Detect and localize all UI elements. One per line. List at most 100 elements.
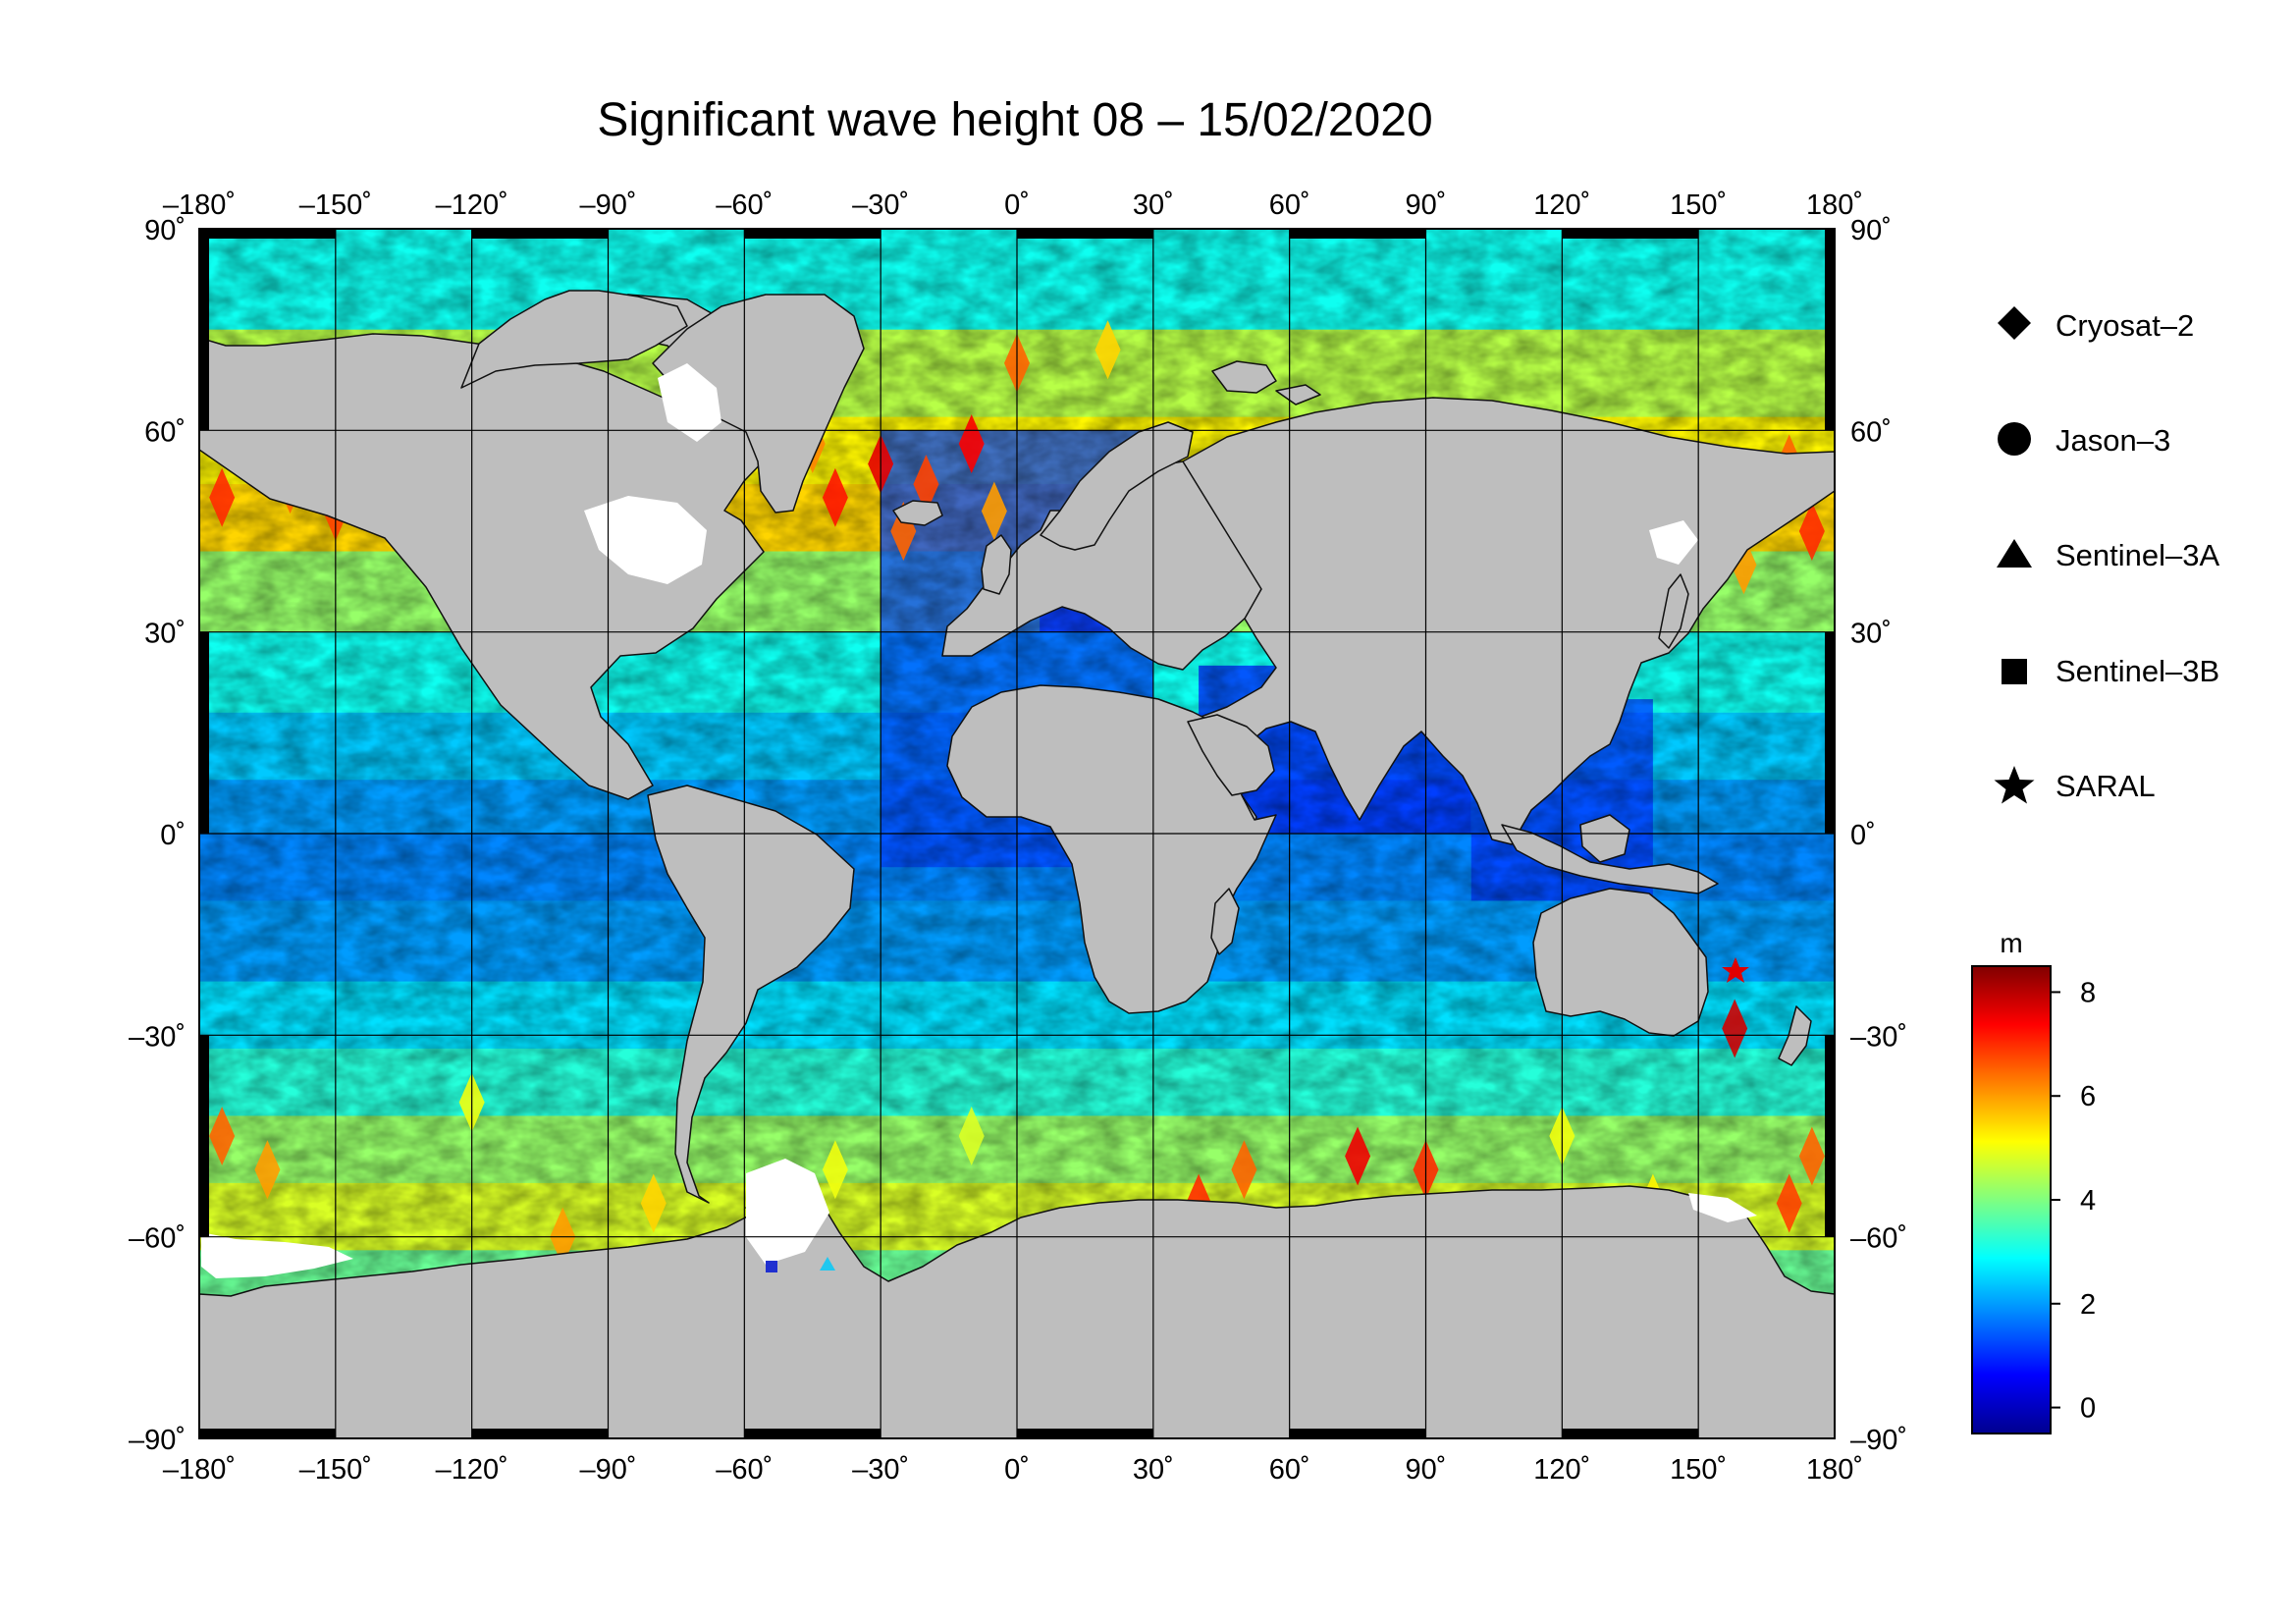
legend-label-saral: SARAL [2056, 769, 2156, 803]
hotspot-diamond [958, 414, 985, 474]
hotspot-diamond [822, 467, 848, 527]
lat-labels-left: 90˚ 60˚ 30˚ 0˚ –30˚ –60˚ –90˚ [129, 215, 186, 1456]
frame-bar-top [199, 229, 336, 239]
square-icon [2002, 659, 2027, 684]
frame-bar-bottom [1017, 1429, 1153, 1438]
frame-bar-bottom [471, 1429, 609, 1438]
lat-tick-label: 0˚ [160, 820, 186, 851]
ice-greenland-sea [658, 363, 721, 442]
lon-labels-top: –180˚ –150˚ –120˚ –90˚ –60˚ –30˚ 0˚ 30˚ 60˚ 90˚ 12… [163, 189, 1863, 221]
frame-bar-left [199, 229, 209, 431]
lat-tick-label: 30˚ [144, 619, 186, 650]
graticule-lines [199, 229, 1835, 1438]
colorbar-tick-label: 8 [2080, 977, 2096, 1008]
lon-tick-label: –60˚ [716, 189, 773, 221]
land-greenland [652, 294, 865, 514]
colorbar-gradient [1971, 965, 2052, 1434]
sentinel-3b-marker [766, 1261, 777, 1272]
map-area [199, 229, 1835, 1438]
frame-bar-bottom [1289, 1429, 1426, 1438]
lat-tick-label: –60˚ [129, 1223, 186, 1255]
hotspot-diamond [640, 1173, 667, 1233]
ice-okhotsk [1649, 520, 1698, 565]
land-africa [946, 684, 1277, 1014]
lon-tick-label: –90˚ [579, 1454, 636, 1486]
lon-tick-label: 60˚ [1269, 189, 1310, 221]
lon-tick-label: –120˚ [436, 189, 508, 221]
lon-tick-label: 180˚ [1806, 189, 1863, 221]
sea-ice [201, 363, 1757, 1278]
lon-tick-label: 60˚ [1269, 1454, 1310, 1486]
lon-tick-label: 150˚ [1670, 1454, 1727, 1486]
legend-label-cryosat: Cryosat–2 [2056, 308, 2194, 343]
lat-tick-label: 60˚ [144, 416, 186, 448]
hotspot-diamond [822, 1140, 848, 1200]
frame-bar-top [1017, 229, 1153, 239]
lat-tick-label: –90˚ [129, 1425, 186, 1456]
satellite-legend: Cryosat–2 Jason–3 Sentinel–3A Sentinel–3… [1994, 306, 2220, 804]
circle-icon [1998, 422, 2031, 456]
land-arabia [1187, 714, 1275, 796]
hotspot-diamond [1231, 1140, 1257, 1200]
lat-tick-label: 60˚ [1850, 416, 1892, 448]
frame-bar-top [744, 229, 881, 239]
frame-bar-top [1289, 229, 1426, 239]
lat-tick-label: –90˚ [1850, 1425, 1907, 1456]
hotspot-diamond [981, 481, 1007, 541]
lat-tick-label: –30˚ [1850, 1021, 1907, 1053]
satellite-markers [766, 957, 1749, 1272]
frame-bar-right [1825, 1035, 1835, 1237]
lon-tick-label: 120˚ [1533, 189, 1590, 221]
lon-tick-label: –60˚ [716, 1454, 773, 1486]
land-iceland [892, 500, 943, 526]
land-south-america [647, 784, 855, 1204]
lat-tick-label: 90˚ [1850, 215, 1892, 246]
lat-tick-label: 30˚ [1850, 619, 1892, 650]
lon-tick-label: 90˚ [1406, 1454, 1447, 1486]
hotspot-diamond [1345, 1126, 1371, 1186]
ice-weddell-sea [746, 1159, 829, 1265]
ice-ross-sea [201, 1232, 353, 1278]
frame-bar-bottom [199, 1429, 336, 1438]
lon-tick-label: –150˚ [299, 189, 372, 221]
hotspot-diamond [1722, 999, 1748, 1058]
saral-marker [1722, 957, 1749, 983]
hotspot-diamond [1798, 1126, 1825, 1186]
lon-tick-label: –180˚ [163, 1454, 236, 1486]
lat-labels-right: 90˚ 60˚ 30˚ 0˚ –30˚ –60˚ –90˚ [1850, 215, 1907, 1456]
land-japan [1658, 573, 1689, 649]
land-arctic-islands-na [460, 290, 688, 389]
land-australia [1532, 888, 1709, 1037]
chart-title: Significant wave height 08 – 15/02/2020 [597, 94, 1432, 146]
lat-tick-label: 0˚ [1850, 820, 1876, 851]
frame-bar-left [199, 1035, 209, 1237]
hotspot-diamond [254, 1140, 281, 1200]
lon-tick-label: –150˚ [299, 1454, 372, 1486]
hotspot-diamond [209, 1107, 236, 1165]
colorbar-tick-label: 0 [2080, 1393, 2096, 1425]
land-indonesia [1501, 824, 1719, 894]
hotspot-diamond [209, 467, 236, 527]
hotspot-diamond [1798, 502, 1825, 561]
colorbar-ticks: 0 2 4 6 8 [2051, 977, 2096, 1425]
lon-tick-label: 0˚ [1004, 189, 1030, 221]
legend-label-sentinel-3a: Sentinel–3A [2056, 538, 2220, 572]
triangle-icon [1997, 539, 2032, 568]
frame-bar-right [1825, 631, 1835, 834]
legend-label-sentinel-3b: Sentinel–3B [2056, 654, 2219, 688]
land-uk [981, 534, 1012, 595]
colorbar-tick-label: 6 [2080, 1081, 2096, 1112]
frame-scale-bars [199, 229, 1835, 1438]
diamond-icon [1998, 306, 2031, 340]
frame-bar-top [471, 229, 609, 239]
frame-bar-bottom [1562, 1429, 1699, 1438]
lon-tick-label: 30˚ [1133, 189, 1174, 221]
colorbar-tick-label: 4 [2080, 1185, 2096, 1217]
star-icon [1994, 766, 2035, 804]
lon-tick-label: –30˚ [852, 1454, 909, 1486]
hotspot-diamond [1776, 1173, 1802, 1233]
frame-bar-right [1825, 229, 1835, 431]
land-borneo [1579, 814, 1630, 863]
lon-tick-label: 150˚ [1670, 189, 1727, 221]
land-scandinavia [1040, 421, 1194, 551]
